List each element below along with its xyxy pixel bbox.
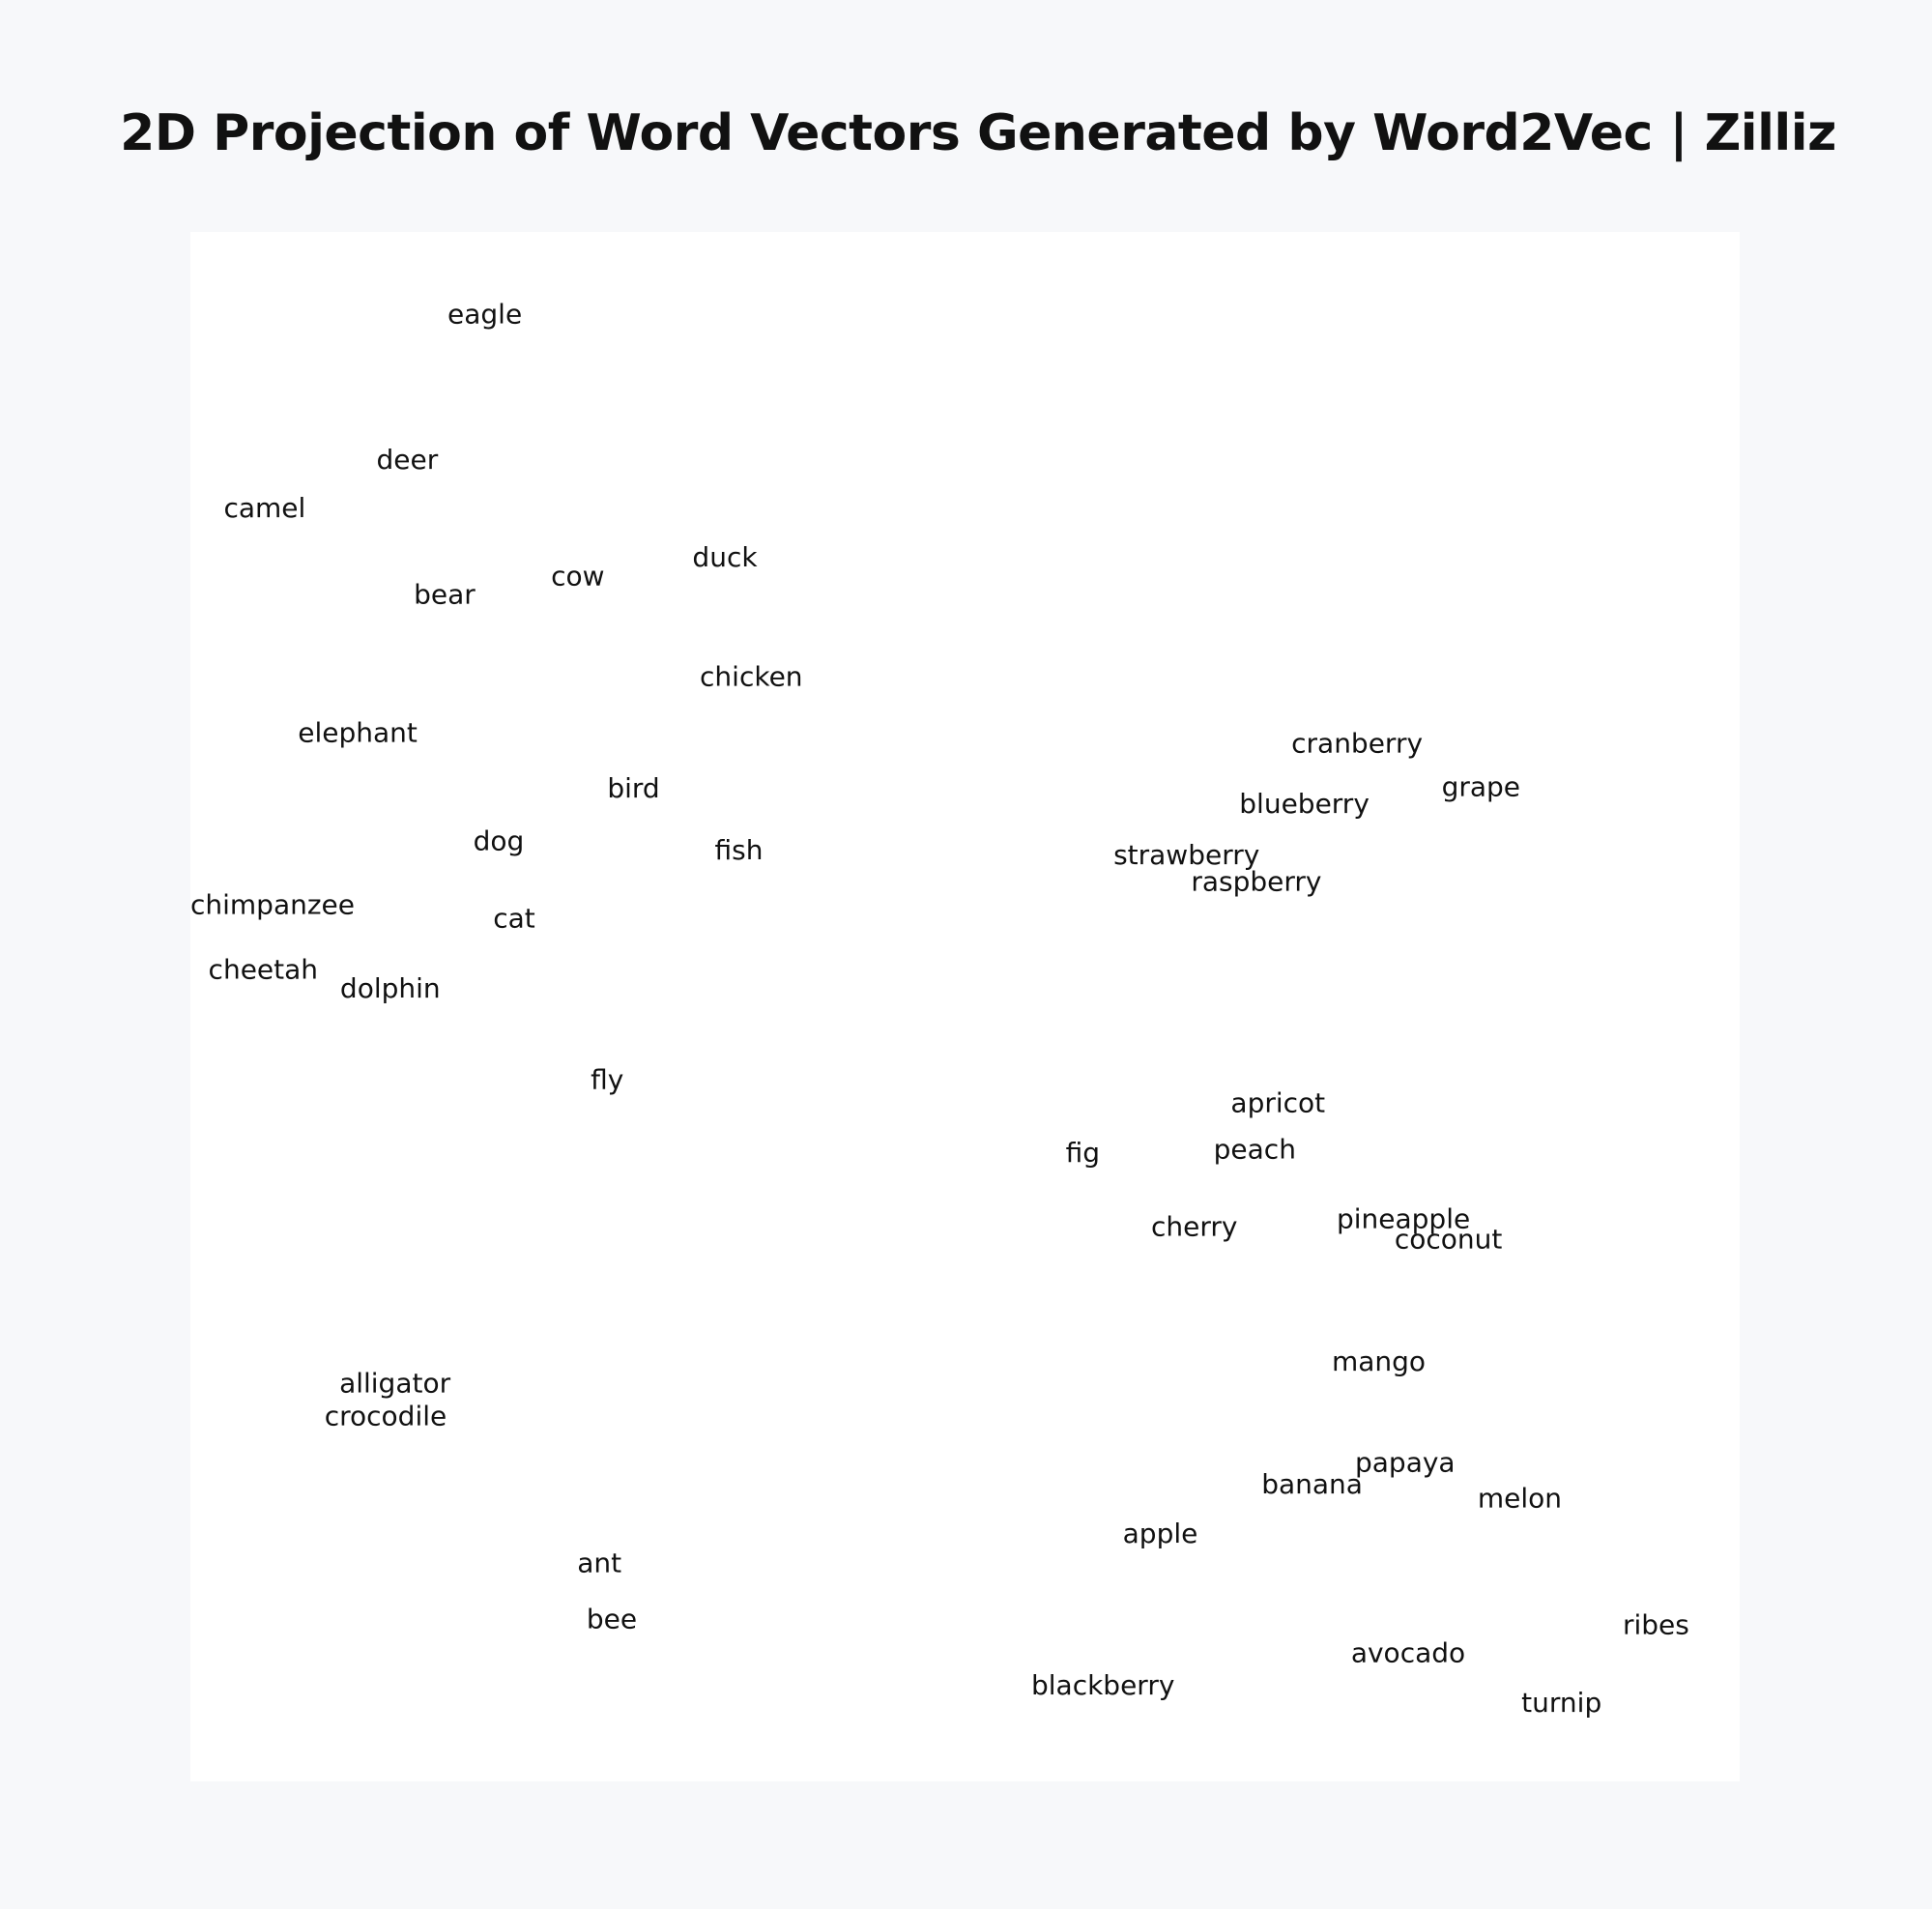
point-label-raspberry: raspberry (1191, 865, 1321, 897)
point-label-fly: fly (591, 1063, 623, 1095)
point-label-chicken: chicken (700, 661, 803, 693)
plot-area: eagle deer camel bear cow duck chicken elephant… (190, 232, 1740, 1781)
point-label-apple: apple (1123, 1518, 1198, 1549)
point-label-dolphin: dolphin (340, 972, 441, 1004)
point-label-bear: bear (414, 579, 476, 611)
point-label-camel: camel (223, 492, 305, 524)
point-label-strawberry: strawberry (1113, 839, 1259, 871)
point-label-turnip: turnip (1521, 1687, 1601, 1719)
point-label-duck: duck (692, 541, 758, 573)
point-label-banana: banana (1261, 1468, 1363, 1500)
point-label-chimpanzee: chimpanzee (190, 888, 355, 920)
point-label-fish: fish (715, 834, 764, 866)
point-label-mango: mango (1332, 1345, 1426, 1377)
point-label-ribes: ribes (1623, 1609, 1689, 1641)
point-label-cat: cat (493, 903, 535, 935)
scatter-plot: eagle deer camel bear cow duck chicken elephant… (190, 299, 1689, 1719)
point-label-deer: deer (377, 444, 439, 476)
point-label-papaya: papaya (1355, 1446, 1456, 1478)
point-label-grape: grape (1442, 771, 1520, 803)
point-label-pineapple: pineapple (1337, 1203, 1470, 1235)
point-label-ant: ant (577, 1547, 621, 1579)
point-label-blackberry: blackberry (1031, 1669, 1174, 1701)
point-label-cranberry: cranberry (1291, 728, 1423, 760)
point-label-elephant: elephant (298, 716, 418, 748)
point-label-melon: melon (1478, 1482, 1562, 1514)
point-label-peach: peach (1214, 1134, 1296, 1166)
point-label-bird: bird (607, 772, 659, 804)
point-label-eagle: eagle (447, 299, 522, 331)
point-label-dog: dog (474, 825, 525, 857)
point-label-cow: cow (551, 561, 604, 593)
point-label-avocado: avocado (1351, 1637, 1465, 1669)
point-label-apricot: apricot (1230, 1087, 1325, 1119)
point-label-crocodile: crocodile (325, 1400, 447, 1432)
chart-title: 2D Projection of Word Vectors Generated … (120, 104, 1836, 162)
point-label-coconut: coconut (1395, 1224, 1503, 1256)
point-label-bee: bee (587, 1603, 637, 1634)
point-label-cheetah: cheetah (209, 954, 318, 986)
point-label-fig: fig (1066, 1137, 1100, 1169)
point-label-alligator: alligator (339, 1368, 451, 1400)
point-label-cherry: cherry (1151, 1211, 1237, 1243)
point-label-blueberry: blueberry (1239, 788, 1370, 820)
